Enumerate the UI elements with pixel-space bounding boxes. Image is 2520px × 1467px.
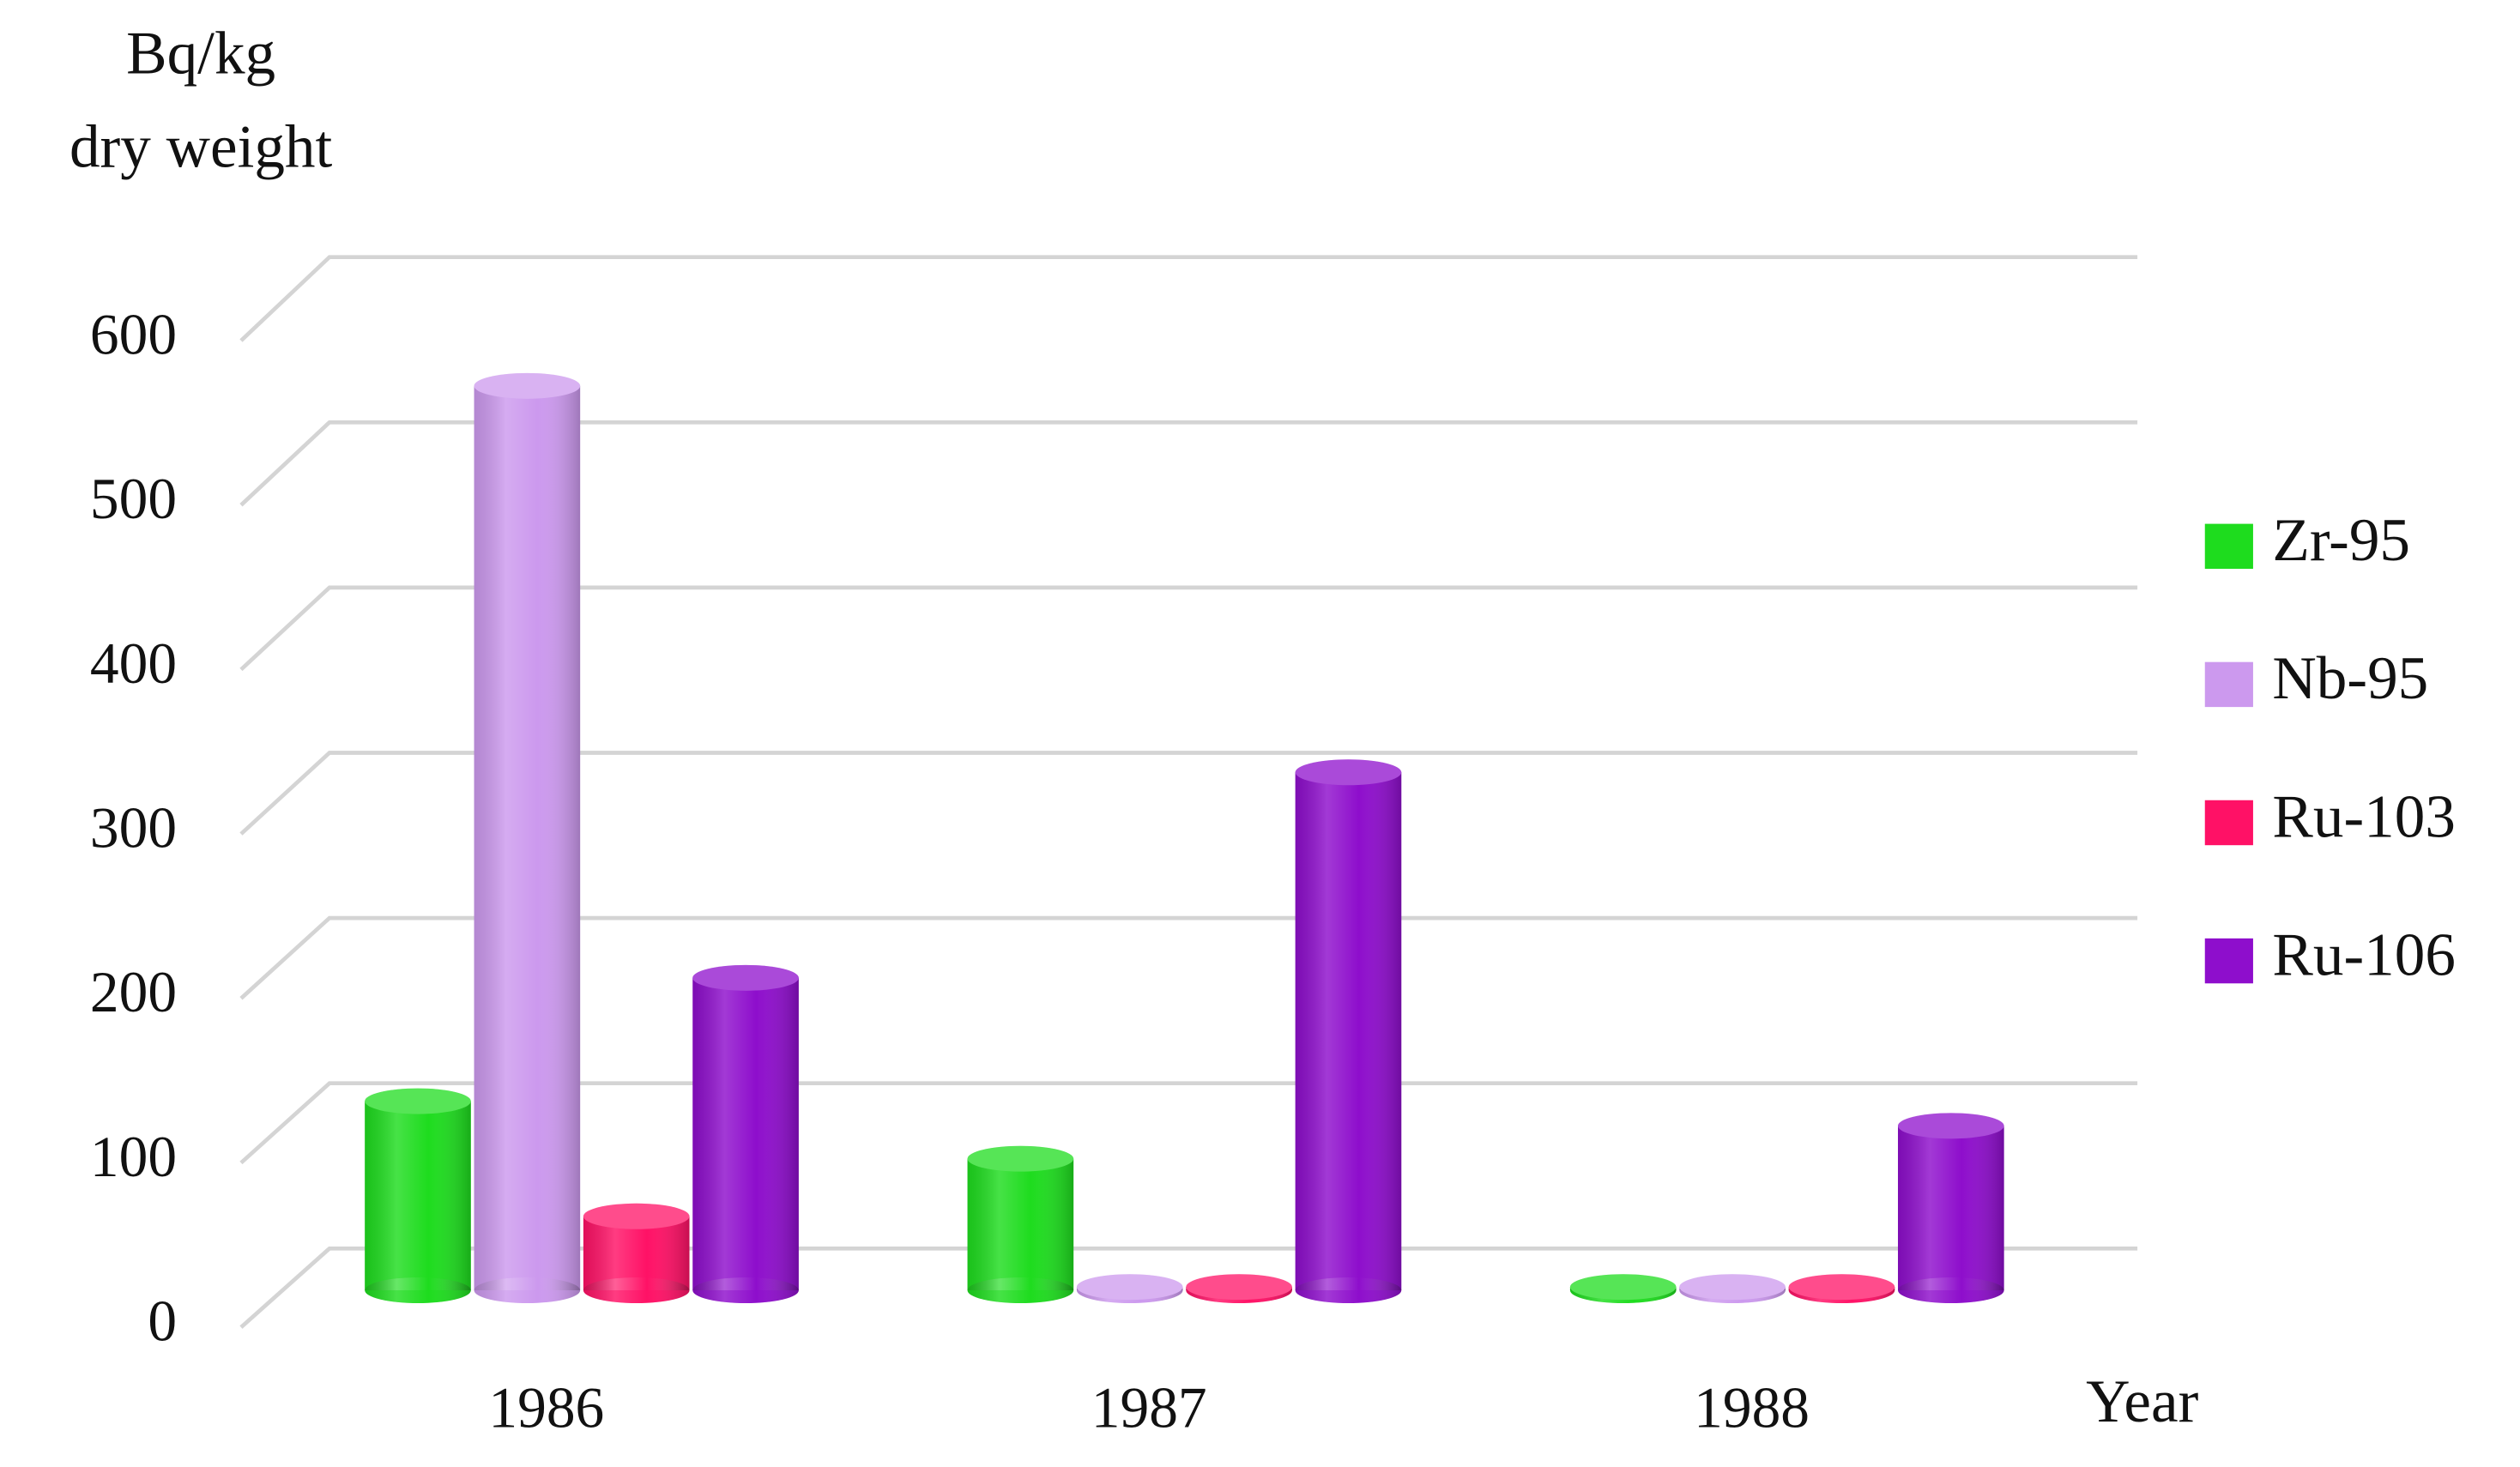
bar-shade (967, 1158, 1074, 1291)
grid-line (239, 585, 2138, 672)
bar (474, 372, 581, 1304)
bar-top (692, 964, 799, 991)
bar-shade (692, 977, 799, 1291)
y-tick-label: 400 (90, 631, 177, 696)
bar-base-shade (967, 1277, 1074, 1304)
grid-line (239, 420, 2138, 507)
bar-top (1186, 1274, 1292, 1301)
bar (1076, 1274, 1183, 1304)
grid-line (239, 751, 2138, 836)
bar-top-highlight (1679, 1274, 1786, 1301)
bar (583, 1203, 690, 1304)
bar-top (474, 372, 581, 399)
bar-top-highlight (1569, 1274, 1677, 1301)
bar (1679, 1274, 1786, 1304)
y-axis-label: dry weight (69, 113, 333, 180)
y-tick-label: 100 (90, 1125, 177, 1189)
bar-base-shade (1295, 1277, 1402, 1304)
grid-line (239, 255, 2138, 342)
legend-swatch (2204, 523, 2253, 570)
bar (1186, 1274, 1292, 1304)
y-tick-label: 500 (90, 467, 177, 531)
bar (1295, 759, 1402, 1304)
bar-top (1898, 1113, 2004, 1139)
bar-top-highlight (692, 964, 799, 991)
bar-top (967, 1145, 1074, 1172)
bar (692, 964, 799, 1304)
grid-line (239, 1246, 2138, 1329)
bar-top (1569, 1274, 1677, 1301)
bar-top-highlight (1788, 1274, 1895, 1301)
bar (967, 1145, 1074, 1304)
bar (365, 1088, 471, 1304)
bar-base-shade (365, 1277, 471, 1304)
bar-top (1295, 759, 1402, 786)
bar-top-highlight (967, 1145, 1074, 1172)
legend-label: Nb-95 (2272, 645, 2428, 712)
bar-shade (1295, 772, 1402, 1291)
bar-shade (474, 385, 581, 1291)
x-tick-label: 1987 (1091, 1376, 1207, 1440)
x-tick-label: 1986 (488, 1376, 604, 1440)
bar-top-highlight (583, 1203, 690, 1229)
bar-top-highlight (1076, 1274, 1183, 1301)
bar (1569, 1274, 1677, 1304)
bar-base-shade (583, 1277, 690, 1304)
x-tick-label: 1988 (1694, 1376, 1810, 1440)
bar-top-highlight (1186, 1274, 1292, 1301)
legend-swatch (2204, 661, 2253, 708)
y-tick-label: 0 (148, 1289, 177, 1354)
bar-base-shade (474, 1277, 581, 1304)
bar-top (1679, 1274, 1786, 1301)
bar-top (1788, 1274, 1895, 1301)
legend-label: Ru-106 (2272, 921, 2455, 988)
bar-shade (1898, 1126, 2004, 1291)
bar-base-shade (692, 1277, 799, 1304)
y-tick-label: 200 (90, 960, 177, 1024)
bar-top (1076, 1274, 1183, 1301)
legend-label: Zr-95 (2272, 507, 2410, 574)
bar-top-highlight (474, 372, 581, 399)
legend-swatch (2204, 800, 2253, 846)
legend-swatch (2204, 938, 2253, 984)
bar-top-highlight (365, 1088, 471, 1114)
bar-top (365, 1088, 471, 1114)
legend-label: Ru-103 (2272, 783, 2455, 850)
y-tick-label: 600 (90, 303, 177, 367)
bar-top-highlight (1898, 1113, 2004, 1139)
plot: Bq/kg dry weight Year 0 100 200 300 400 500 60… (69, 21, 2456, 1440)
bar (1788, 1274, 1895, 1304)
bar-shade (365, 1101, 471, 1291)
bar-base-shade (1898, 1277, 2004, 1304)
y-axis-label: Bq/kg (126, 21, 275, 88)
bar-top-highlight (1295, 759, 1402, 786)
x-axis-label: Year (2086, 1368, 2198, 1435)
bar-top (583, 1203, 690, 1229)
grid-line (239, 915, 2138, 1000)
y-tick-label: 300 (90, 796, 177, 860)
grid-line (239, 1081, 2138, 1165)
bar (1898, 1113, 2004, 1304)
